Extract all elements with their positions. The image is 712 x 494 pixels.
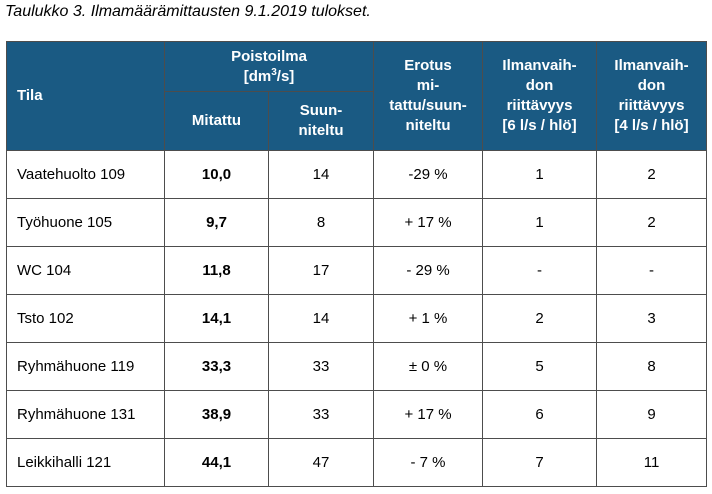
header-erotus-l4: niteltu [405,117,451,134]
cell-suunniteltu: 33 [267,390,375,439]
table-row: Leikkihalli 121 44,1 47 - 7 % 7 11 [6,438,708,487]
cell-riittavyys-4: 11 [596,438,708,487]
header-r4-l4: [4 l/s / hlö] [614,117,689,134]
cell-mitattu: 9,7 [164,198,269,247]
header-r4-l2: don [637,77,666,94]
cell-suunniteltu: 47 [267,438,375,487]
header-row-top: Tila Poistoilma [dm3/s] Erotus mi- tattu… [6,41,708,151]
table-row: WC 104 11,8 17 - 29 % - - [6,246,708,295]
header-poistoilma-unit: [dm3/s] [243,66,295,85]
cell-erotus: - 29 % [373,246,484,295]
cell-suunniteltu: 33 [267,342,375,391]
header-erotus-l2: mi- [416,77,440,94]
header-r6-l1: Ilmanvaih- [502,57,577,74]
unit-superscript: 3 [271,66,277,78]
cell-mitattu: 11,8 [164,246,269,295]
cell-suunniteltu: 14 [267,294,375,343]
cell-erotus: + 17 % [373,198,484,247]
header-mitattu: Mitattu [164,91,269,151]
cell-riittavyys-4: 9 [596,390,708,439]
cell-mitattu: 33,3 [164,342,269,391]
header-mitattu-label: Mitattu [191,112,242,129]
cell-erotus: ± 0 % [373,342,484,391]
header-row-bottom: Mitattu Suun- niteltu [7,91,707,151]
table-row: Ryhmähuone 131 38,9 33 + 17 % 6 9 [6,390,708,439]
table-row: Työhuone 105 9,7 8 + 17 % 1 2 [6,198,708,247]
header-erotus-l3: tattu/suun- [389,97,467,114]
cell-erotus: - 7 % [373,438,484,487]
cell-erotus: + 17 % [373,390,484,439]
cell-mitattu: 38,9 [164,390,269,439]
cell-erotus: -29 % [373,150,484,199]
header-r4-l1: Ilmanvaih- [614,57,689,74]
cell-riittavyys-6: 2 [482,294,598,343]
header-r6-l2: don [525,77,554,94]
cell-tila: WC 104 [6,246,165,295]
cell-riittavyys-4: 2 [596,150,708,199]
header-riittavyys-6: Ilmanvaih- don riittävyys [6 l/s / hlö] [482,41,598,151]
table-row: Tsto 102 14,1 14 + 1 % 2 3 [6,294,708,343]
header-r6-l4: [6 l/s / hlö] [502,117,577,134]
cell-riittavyys-4: 2 [596,198,708,247]
cell-tila: Vaatehuolto 109 [6,150,165,199]
cell-riittavyys-4: - [596,246,708,295]
cell-riittavyys-6: 5 [482,342,598,391]
cell-riittavyys-4: 8 [596,342,708,391]
cell-suunniteltu: 8 [267,198,375,247]
cell-riittavyys-6: 7 [482,438,598,487]
cell-suunniteltu: 14 [267,150,375,199]
cell-tila: Leikkihalli 121 [6,438,165,487]
results-table: Tila Poistoilma [dm3/s] Erotus mi- tattu… [6,41,708,487]
header-suunniteltu: Suun- niteltu [267,91,375,151]
cell-riittavyys-6: - [482,246,598,295]
cell-erotus: + 1 % [373,294,484,343]
unit-suffix: /s] [276,67,295,85]
header-suunniteltu-l2: niteltu [298,122,344,139]
cell-tila: Ryhmähuone 131 [6,390,165,439]
header-tila: Tila [6,41,165,151]
table-body: Vaatehuolto 109 10,0 14 -29 % 1 2 Työhuo… [6,150,708,487]
cell-riittavyys-6: 1 [482,198,598,247]
cell-mitattu: 10,0 [164,150,269,199]
cell-mitattu: 44,1 [164,438,269,487]
cell-mitattu: 14,1 [164,294,269,343]
table-caption: Taulukko 3. Ilmamäärämittausten 9.1.2019… [5,3,371,20]
header-erotus-l1: Erotus [404,57,452,74]
header-r6-l3: riittävyys [506,97,573,114]
table-row: Vaatehuolto 109 10,0 14 -29 % 1 2 [6,150,708,199]
header-r4-l3: riittävyys [618,97,685,114]
cell-riittavyys-4: 3 [596,294,708,343]
cell-tila: Työhuone 105 [6,198,165,247]
cell-riittavyys-6: 6 [482,390,598,439]
header-poistoilma-label: Poistoilma [231,47,307,65]
header-suunniteltu-l1: Suun- [299,102,343,119]
cell-tila: Ryhmähuone 119 [6,342,165,391]
header-poistoilma: Poistoilma [dm3/s] [163,41,375,92]
header-riittavyys-4: Ilmanvaih- don riittävyys [4 l/s / hlö] [596,41,708,151]
table-header: Tila Poistoilma [dm3/s] Erotus mi- tattu… [6,41,708,151]
cell-suunniteltu: 17 [267,246,375,295]
cell-riittavyys-6: 1 [482,150,598,199]
cell-tila: Tsto 102 [6,294,165,343]
table-row: Ryhmähuone 119 33,3 33 ± 0 % 5 8 [6,342,708,391]
header-erotus: Erotus mi- tattu/suun- niteltu [373,41,484,151]
unit-prefix: [dm [243,67,272,85]
header-tila-label: Tila [17,87,43,104]
